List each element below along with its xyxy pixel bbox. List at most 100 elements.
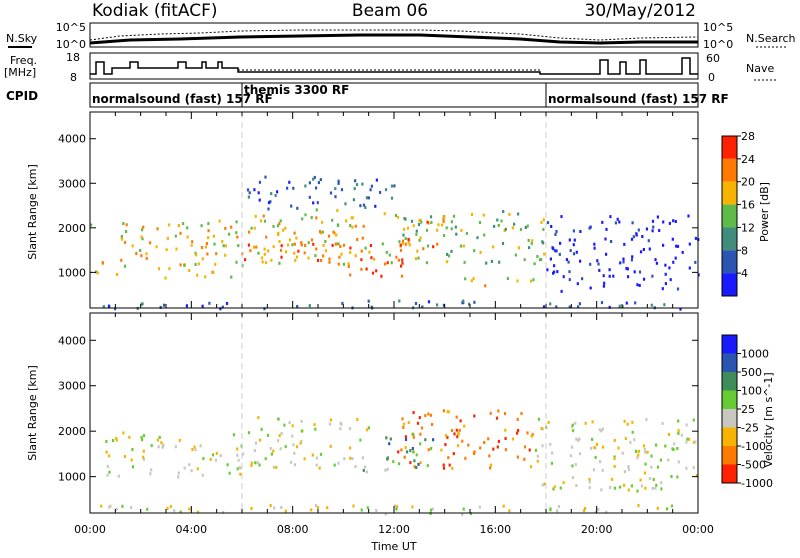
- heatmap-cell: [404, 438, 408, 441]
- heatmap-cell: [174, 445, 177, 449]
- heatmap-cell: [178, 438, 181, 442]
- heatmap-cell: [630, 484, 633, 488]
- heatmap-cell: [456, 435, 459, 439]
- heatmap-cell: [546, 268, 549, 272]
- colorbar-tick-label: 8: [741, 244, 748, 257]
- heatmap-cell: [415, 229, 418, 233]
- noise-left-tick-bottom: 10^0: [56, 38, 86, 51]
- heatmap-cell: [440, 448, 443, 452]
- noise-right-label: N.Search: [746, 32, 796, 45]
- heatmap-cell: [677, 432, 680, 435]
- heatmap-cell: [115, 436, 118, 440]
- heatmap-cell: [364, 246, 367, 250]
- colorbar-tick-label: 12: [741, 221, 755, 234]
- heatmap-cell: [250, 226, 253, 230]
- heatmap-cell: [272, 245, 275, 249]
- heatmap-cell: [404, 237, 407, 240]
- heatmap-cell: [321, 230, 324, 234]
- y-tick-label: 2000: [58, 222, 86, 235]
- cpid-segment-label: normalsound (fast) 157 RF: [92, 92, 273, 106]
- heatmap-cell: [250, 464, 253, 467]
- power-colorbar-label: Power [dB]: [758, 182, 771, 242]
- heatmap-cell: [212, 270, 215, 274]
- heatmap-cell: [581, 277, 584, 281]
- heatmap-cell: [417, 462, 420, 466]
- heatmap-cell: [263, 252, 266, 256]
- heatmap-cell: [200, 224, 203, 228]
- colorbar-frame: [721, 135, 738, 297]
- heatmap-cell: [263, 219, 267, 223]
- heatmap-cell: [659, 458, 662, 462]
- heatmap-cell: [328, 422, 331, 426]
- heatmap-cell: [631, 221, 634, 225]
- heatmap-cell: [157, 267, 161, 271]
- heatmap-cell: [427, 412, 430, 416]
- heatmap-cell: [261, 260, 264, 264]
- heatmap-cell: [599, 460, 602, 464]
- heatmap-cell: [450, 249, 453, 253]
- heatmap-cell: [571, 429, 575, 433]
- heatmap-cell: [468, 302, 471, 306]
- heatmap-cell: [177, 471, 180, 475]
- heatmap-cell: [412, 411, 415, 415]
- heatmap-cell: [296, 305, 299, 308]
- heatmap-cell: [446, 252, 449, 256]
- heatmap-cell: [630, 258, 633, 262]
- heatmap-cell: [631, 430, 634, 434]
- heatmap-cell: [567, 260, 570, 264]
- heatmap-cell: [661, 421, 664, 425]
- heatmap-cell: [442, 463, 445, 467]
- heatmap-cell: [397, 258, 400, 262]
- heatmap-cell: [547, 420, 550, 424]
- heatmap-cell: [608, 274, 611, 278]
- heatmap-cell: [503, 412, 507, 416]
- heatmap-cell: [90, 223, 93, 227]
- heatmap-cell: [642, 248, 645, 251]
- power-xticks: [89, 112, 699, 308]
- heatmap-cell: [314, 504, 318, 507]
- heatmap-cell: [642, 444, 646, 448]
- heatmap-cell: [589, 286, 592, 290]
- heatmap-cell: [444, 443, 447, 447]
- heatmap-cell: [569, 454, 573, 458]
- heatmap-cell: [464, 456, 467, 460]
- x-tick-label: 12:00: [378, 523, 410, 536]
- heatmap-cell: [529, 465, 533, 469]
- heatmap-cell: [406, 226, 410, 230]
- heatmap-cell: [463, 260, 466, 264]
- heatmap-cell: [603, 281, 606, 285]
- heatmap-cell: [328, 257, 331, 261]
- heatmap-cell: [427, 448, 430, 452]
- heatmap-cell: [574, 463, 577, 467]
- heatmap-cell: [383, 262, 387, 266]
- heatmap-cell: [218, 219, 221, 223]
- heatmap-cell: [225, 302, 229, 305]
- heatmap-cell: [645, 227, 648, 231]
- heatmap-cell: [100, 504, 103, 508]
- heatmap-cell: [472, 277, 475, 281]
- heatmap-cell: [524, 226, 527, 229]
- heatmap-cell: [497, 409, 500, 413]
- heatmap-cell: [190, 469, 193, 473]
- heatmap-cell: [201, 304, 204, 308]
- heatmap-cell: [420, 220, 423, 224]
- heatmap-cell: [643, 277, 646, 281]
- heatmap-cell: [304, 213, 307, 217]
- heatmap-cell: [596, 259, 599, 263]
- heatmap-cell: [207, 236, 210, 240]
- heatmap-cell: [280, 244, 283, 248]
- heatmap-cell: [656, 215, 659, 219]
- heatmap-cell: [166, 236, 169, 240]
- heatmap-cell: [559, 486, 562, 490]
- heatmap-cell: [284, 226, 287, 230]
- heatmap-cell: [459, 244, 463, 248]
- heatmap-cell: [206, 252, 209, 256]
- heatmap-cell: [304, 244, 307, 247]
- heatmap-cell: [445, 226, 448, 230]
- heatmap-cell: [502, 210, 505, 213]
- heatmap-cell: [676, 244, 680, 248]
- heatmap-cell: [277, 417, 280, 421]
- heatmap-cell: [168, 223, 171, 227]
- y-tick-label: 4000: [58, 334, 86, 347]
- heatmap-cell: [247, 431, 251, 435]
